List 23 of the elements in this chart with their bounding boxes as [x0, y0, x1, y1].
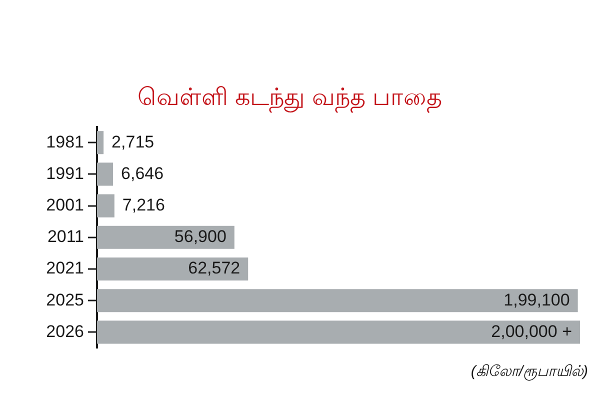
- bar: [97, 320, 580, 344]
- bar: [97, 257, 248, 281]
- data-label: 56,900: [174, 227, 226, 246]
- y-tick-label: 1991: [46, 164, 84, 183]
- bar: [97, 162, 114, 186]
- y-tick-label: 2001: [46, 195, 84, 214]
- y-tick-label: 2026: [46, 322, 84, 341]
- y-tick-label: 2025: [46, 290, 84, 310]
- data-label: 62,572: [188, 258, 240, 278]
- data-label: 2,715: [112, 132, 154, 152]
- data-label: 1,99,100: [504, 290, 570, 310]
- y-tick-label: 2021: [46, 258, 84, 278]
- data-label: 7,216: [122, 195, 165, 214]
- bar: [97, 289, 578, 312]
- y-tick-label: 2011: [47, 227, 84, 246]
- text: (கிலோ/ரூபாயில்): [470, 363, 588, 382]
- chart-title: வெள்ளி கடந்து வந்த பாதை: [137, 84, 443, 114]
- bar: [97, 194, 114, 218]
- data-label: 2,00,000 +: [491, 322, 572, 341]
- y-tick-label: 1981: [46, 132, 84, 152]
- bar: [97, 131, 104, 154]
- bar: [97, 226, 234, 249]
- data-label: 6,646: [121, 164, 164, 183]
